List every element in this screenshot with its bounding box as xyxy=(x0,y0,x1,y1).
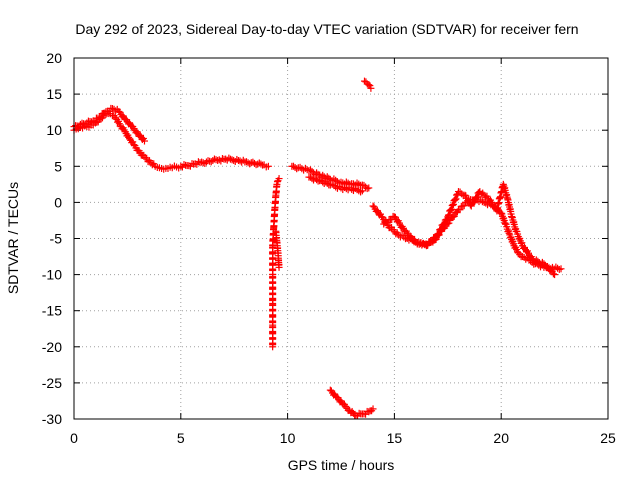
data-point xyxy=(140,137,148,145)
data-point xyxy=(557,265,565,273)
data-point xyxy=(264,162,272,170)
data-point xyxy=(433,231,441,239)
data-point xyxy=(226,155,234,163)
data-point xyxy=(275,263,283,271)
data-point xyxy=(97,113,105,121)
data-point xyxy=(452,195,460,203)
data-point xyxy=(177,162,185,170)
data-point xyxy=(363,185,371,193)
data-point xyxy=(478,198,486,206)
data-point xyxy=(369,405,377,413)
y-tick-label: -25 xyxy=(42,375,62,391)
data-point xyxy=(199,159,207,167)
plot-frame xyxy=(73,57,609,420)
data-points xyxy=(70,77,565,420)
data-point xyxy=(365,184,373,192)
y-tick-label: 20 xyxy=(46,50,62,66)
tick-labels: 0 5 10 15 20 25 -30 -25 -20 -15 -10 -5 0 5 10 15 20 xyxy=(42,50,616,446)
data-point xyxy=(257,160,265,168)
data-point xyxy=(225,154,233,162)
y-tick-label: -30 xyxy=(42,411,62,427)
data-point xyxy=(358,187,366,195)
x-tick-label: 0 xyxy=(70,430,78,446)
data-point xyxy=(362,183,370,191)
data-point xyxy=(473,193,481,201)
data-point xyxy=(449,200,457,208)
x-tick-label: 10 xyxy=(280,430,296,446)
data-point xyxy=(511,244,519,252)
data-point xyxy=(551,271,559,279)
data-point xyxy=(471,198,479,206)
data-point xyxy=(322,178,330,186)
data-point xyxy=(514,249,522,257)
y-tick-label: 0 xyxy=(54,194,62,210)
grid-lines xyxy=(74,58,608,419)
data-point xyxy=(210,155,218,163)
data-point xyxy=(505,229,513,237)
data-point xyxy=(435,229,443,237)
data-point xyxy=(319,171,327,179)
data-point xyxy=(441,220,449,228)
data-point xyxy=(367,84,375,92)
data-point xyxy=(239,156,247,164)
x-tick-label: 25 xyxy=(600,430,616,446)
data-point xyxy=(398,231,406,239)
data-point xyxy=(275,175,283,183)
data-point xyxy=(400,233,408,241)
data-point xyxy=(306,166,314,174)
data-point xyxy=(91,117,99,125)
data-point xyxy=(497,209,505,217)
y-tick-label: -5 xyxy=(50,231,63,247)
data-point xyxy=(549,270,557,278)
data-point xyxy=(555,265,563,273)
data-point xyxy=(233,155,241,163)
x-axis-label: GPS time / hours xyxy=(288,457,395,473)
data-point xyxy=(501,219,509,227)
data-point xyxy=(450,212,458,220)
data-point xyxy=(111,114,119,122)
data-point xyxy=(180,161,188,169)
data-point xyxy=(456,206,464,214)
data-point xyxy=(448,205,456,213)
y-tick-label: -15 xyxy=(42,303,62,319)
x-tick-label: 5 xyxy=(177,430,185,446)
data-point xyxy=(120,126,128,134)
data-point xyxy=(437,225,445,233)
data-point xyxy=(323,179,331,187)
data-point xyxy=(540,260,548,268)
data-point xyxy=(313,176,321,184)
x-tick-label: 15 xyxy=(387,430,403,446)
data-point xyxy=(424,241,432,249)
data-point xyxy=(141,153,149,161)
y-tick-label: 10 xyxy=(46,122,62,138)
data-point xyxy=(114,118,122,126)
y-tick-label: -20 xyxy=(42,339,62,355)
data-point xyxy=(236,157,244,165)
y-axis-label: SDTVAR / TECUs xyxy=(5,182,21,294)
data-point xyxy=(317,176,325,184)
data-point xyxy=(360,181,368,189)
x-tick-label: 20 xyxy=(493,430,509,446)
data-point xyxy=(305,167,313,175)
data-point xyxy=(445,211,453,219)
data-point xyxy=(365,81,373,89)
data-point xyxy=(522,255,530,263)
data-point xyxy=(81,120,89,128)
chart-title: Day 292 of 2023, Sidereal Day-to-day VTE… xyxy=(75,21,578,37)
y-tick-label: 15 xyxy=(46,86,62,102)
data-point xyxy=(308,167,316,175)
y-tick-label: -10 xyxy=(42,267,62,283)
data-point xyxy=(126,135,134,143)
data-point xyxy=(428,237,436,245)
y-tick-label: 5 xyxy=(54,158,62,174)
data-point xyxy=(518,239,526,247)
